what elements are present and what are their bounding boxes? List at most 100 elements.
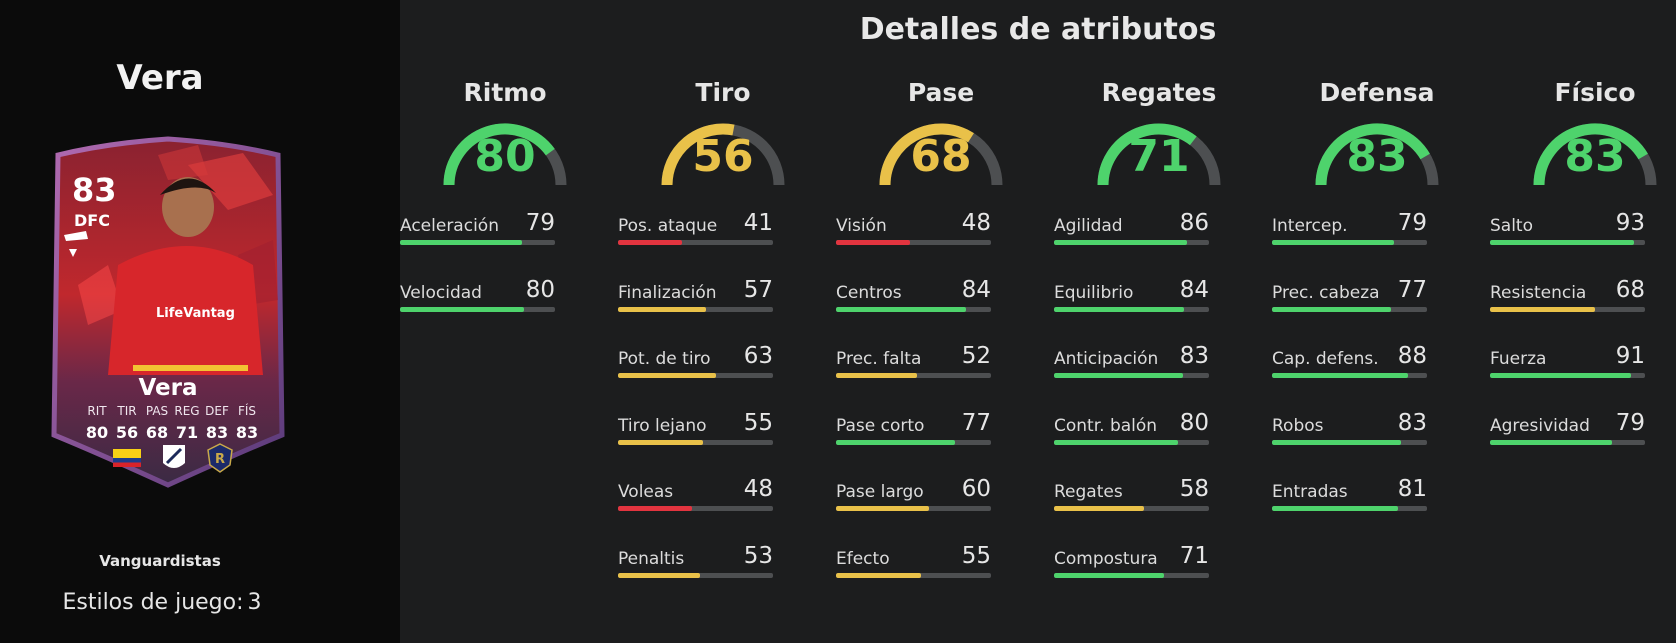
gauge-arc [1315, 123, 1439, 186]
attribute-row[interactable]: Agresividad 79 [1490, 406, 1645, 446]
attribute-value: 84 [961, 276, 991, 303]
attribute-bar-fill [1272, 306, 1392, 312]
attribute-bar-fill [400, 240, 523, 245]
attribute-bar [618, 506, 773, 512]
card-player-name: Vera [138, 375, 198, 401]
category-2[interactable]: Pase 68 [861, 78, 1021, 193]
attribute-row[interactable]: Pos. ataque 41 [618, 206, 773, 246]
attribute-bar-fill [618, 439, 704, 445]
attribute-bar [618, 573, 773, 578]
attribute-bar [618, 373, 773, 379]
attribute-row[interactable]: Voleas 48 [618, 472, 773, 512]
attribute-bar [1054, 306, 1209, 312]
attribute-value: 77 [961, 409, 991, 436]
attribute-bar [1054, 240, 1209, 245]
attribute-row[interactable]: Tiro lejano 55 [618, 406, 773, 446]
attribute-bar-fill [618, 373, 716, 379]
attribute-row[interactable]: Entradas 81 [1272, 472, 1427, 512]
player-head [162, 177, 214, 237]
gauge-fill [879, 123, 974, 186]
attribute-bar-fill [836, 573, 922, 578]
attribute-bar [1272, 306, 1427, 312]
attribute-row[interactable]: Penaltis 53 [618, 539, 773, 579]
attribute-row[interactable]: Prec. cabeza 77 [1272, 273, 1427, 313]
category-0[interactable]: Ritmo 80 [425, 78, 585, 193]
gauge-arc [661, 123, 785, 186]
attribute-value: 79 [1397, 210, 1427, 236]
category-4[interactable]: Defensa 83 [1297, 78, 1457, 193]
attribute-bar-fill [618, 240, 682, 245]
category-5[interactable]: Físico 83 [1515, 78, 1675, 193]
attribute-label: Penaltis [618, 549, 685, 569]
attribute-row[interactable]: Regates 58 [1054, 472, 1209, 512]
attribute-value: 79 [525, 210, 555, 236]
attribute-label: Anticipación [1054, 349, 1159, 370]
attribute-bar [1054, 439, 1209, 445]
attribute-row[interactable]: Fuerza 91 [1490, 339, 1645, 379]
attribute-bar [618, 240, 773, 245]
attribute-bar [836, 439, 991, 445]
attribute-bar [836, 306, 991, 312]
attribute-row[interactable]: Aceleración 79 [400, 206, 555, 246]
attribute-value: 58 [1179, 476, 1209, 503]
gauge-fill [1097, 123, 1197, 186]
attribute-row[interactable]: Prec. falta 52 [836, 339, 991, 379]
category-3[interactable]: Regates 71 [1079, 78, 1239, 193]
playstyles-count[interactable]: Estilos de juego: 3 [0, 590, 320, 615]
attribute-value: 63 [743, 343, 773, 370]
category-1[interactable]: Tiro 56 [643, 78, 803, 193]
card-stat-label: DEF [205, 404, 229, 418]
category-value: 83 [1564, 131, 1626, 182]
attribute-row[interactable]: Pase largo 60 [836, 472, 991, 512]
attribute-value: 88 [1397, 343, 1427, 370]
attribute-row[interactable]: Cap. defens. 88 [1272, 339, 1427, 379]
attribute-row[interactable]: Visión 48 [836, 206, 991, 246]
attribute-label: Regates [1054, 482, 1123, 503]
player-card[interactable]: LifeVantag 83 DFC Vera RIT TIR PAS REG D… [38, 135, 298, 490]
attribute-bar-fill [618, 506, 693, 512]
attribute-value: 79 [1615, 409, 1645, 436]
attribute-row[interactable]: Compostura 71 [1054, 539, 1209, 579]
attribute-value: 80 [525, 276, 555, 303]
attribute-label: Cap. defens. [1272, 349, 1379, 370]
card-stat-values: 80 56 68 71 83 83 [82, 423, 262, 442]
attribute-row[interactable]: Intercep. 79 [1272, 206, 1427, 246]
attribute-row[interactable]: Centros 84 [836, 273, 991, 313]
card-stat-value: 83 [205, 423, 229, 442]
card-stat-label: REG [174, 404, 200, 418]
attribute-label: Finalización [618, 282, 717, 303]
svg-text:R: R [215, 452, 225, 467]
league-logo-icon [163, 445, 185, 468]
attribute-bar [1054, 506, 1209, 512]
attribute-row[interactable]: Equilibrio 84 [1054, 273, 1209, 313]
attribute-label: Intercep. [1272, 216, 1348, 236]
card-position: DFC [74, 211, 110, 230]
attribute-bar [1490, 373, 1645, 379]
attribute-row[interactable]: Resistencia 68 [1490, 273, 1645, 313]
attribute-row[interactable]: Efecto 55 [836, 539, 991, 579]
attribute-bar-fill [1054, 506, 1144, 512]
attribute-row[interactable]: Pot. de tiro 63 [618, 339, 773, 379]
attribute-row[interactable]: Anticipación 83 [1054, 339, 1209, 379]
attribute-label: Resistencia [1490, 282, 1587, 303]
attribute-value: 55 [961, 543, 991, 569]
attribute-row[interactable]: Agilidad 86 [1054, 206, 1209, 246]
attribute-row[interactable]: Velocidad 80 [400, 273, 555, 313]
attribute-bar [1054, 373, 1209, 379]
attribute-bar-fill [1490, 373, 1632, 379]
attribute-bar [1054, 573, 1209, 578]
card-stat-label: PAS [145, 404, 169, 418]
attribute-label: Agilidad [1054, 216, 1123, 236]
attribute-value: 83 [1397, 409, 1427, 436]
attribute-row[interactable]: Finalización 57 [618, 273, 773, 313]
attribute-row[interactable]: Pase corto 77 [836, 406, 991, 446]
card-stat-label: TIR [117, 404, 137, 418]
card-badges: R [113, 443, 233, 473]
attribute-row[interactable]: Robos 83 [1272, 406, 1427, 446]
attribute-value: 57 [743, 276, 773, 303]
card-stat-value: 80 [85, 423, 109, 442]
attribute-bar-fill [1054, 306, 1185, 312]
attribute-row[interactable]: Contr. balón 80 [1054, 406, 1209, 446]
card-stat-value: 68 [145, 423, 169, 442]
attribute-row[interactable]: Salto 93 [1490, 206, 1645, 246]
